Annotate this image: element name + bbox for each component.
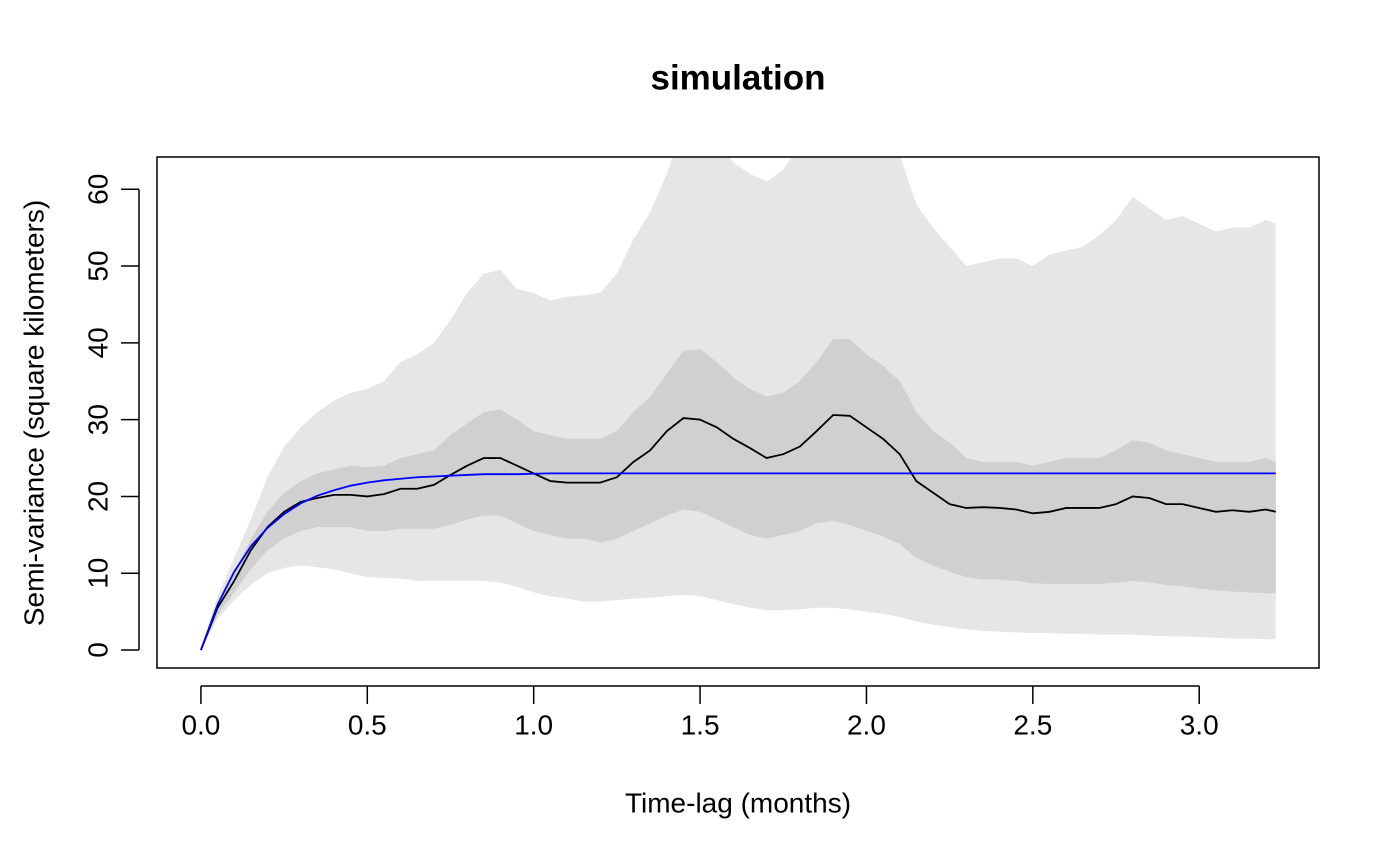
x-tick-label: 1.0 <box>514 709 553 740</box>
x-axis-label: Time-lag (months) <box>625 787 851 818</box>
y-tick-label: 60 <box>82 174 113 205</box>
series-line <box>200 414 1276 651</box>
chart-title: simulation <box>650 58 825 97</box>
x-tick-label: 2.5 <box>1013 709 1052 740</box>
plot-area <box>200 157 1276 651</box>
x-tick-label: 1.5 <box>681 709 720 740</box>
series-line <box>200 472 1276 651</box>
x-tick-label: 3.0 <box>1180 709 1219 740</box>
x-tick-label: 2.0 <box>847 709 886 740</box>
confidence-band <box>200 339 1276 651</box>
y-tick-label: 30 <box>82 404 113 435</box>
x-tick-label: 0.5 <box>348 709 387 740</box>
x-tick-label: 0.0 <box>181 709 220 740</box>
y-tick-label: 0 <box>82 642 113 658</box>
y-tick-label: 50 <box>82 250 113 281</box>
y-tick-label: 20 <box>82 481 113 512</box>
y-tick-label: 40 <box>82 327 113 358</box>
plot-frame <box>156 156 1320 669</box>
y-axis-label: Semi-variance (square kilometers) <box>18 200 49 626</box>
y-tick-label: 10 <box>82 558 113 589</box>
